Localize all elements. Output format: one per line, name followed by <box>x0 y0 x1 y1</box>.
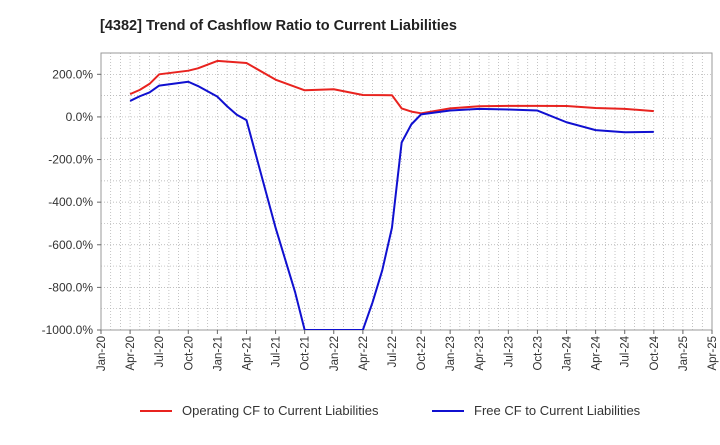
y-tick-label: 0.0% <box>66 110 94 124</box>
legend: Operating CF to Current Liabilities Free … <box>140 403 641 418</box>
y-tick-label: -600.0% <box>48 238 93 252</box>
series-lines <box>129 59 654 330</box>
x-tick-label: Apr-21 <box>241 336 253 371</box>
x-tick-label: Oct-24 <box>649 335 661 370</box>
y-tick-label: 200.0% <box>52 67 93 81</box>
x-tick-label: Jul-24 <box>620 335 632 367</box>
x-tick-label: Jan-21 <box>212 336 224 371</box>
y-tick-label: -1000.0% <box>42 323 94 337</box>
x-tick-label: Jan-22 <box>329 336 341 371</box>
chart-title: [4382] Trend of Cashflow Ratio to Curren… <box>100 18 457 34</box>
x-tick-label: Jul-22 <box>387 336 399 367</box>
x-tick-label: Oct-22 <box>416 336 428 371</box>
legend-item-operating-cf: Operating CF to Current Liabilities <box>140 403 379 418</box>
y-tick-label: -800.0% <box>48 280 93 294</box>
axes: 200.0% 0.0% -200.0% -400.0% -600.0% -800.0% -1… <box>42 67 719 371</box>
y-tick-label: -200.0% <box>48 153 93 167</box>
x-tick-label: Apr-20 <box>125 336 137 371</box>
operating-cf-series-line <box>129 59 654 115</box>
x-tick-label: Oct-23 <box>532 336 544 371</box>
x-tick-label: Jan-24 <box>562 335 574 371</box>
grid-lines <box>100 52 713 331</box>
legend-label: Operating CF to Current Liabilities <box>182 403 379 418</box>
x-tick-label: Jul-20 <box>154 336 166 367</box>
x-tick-label: Jan-20 <box>96 336 108 371</box>
y-tick-label: -400.0% <box>48 195 93 209</box>
x-tick-label: Oct-21 <box>300 336 312 371</box>
x-tick-label: Apr-24 <box>591 335 603 370</box>
x-tick-label: Jul-21 <box>271 336 283 367</box>
legend-label: Free CF to Current Liabilities <box>474 403 641 418</box>
legend-item-free-cf: Free CF to Current Liabilities <box>432 403 641 418</box>
x-tick-label: Apr-22 <box>358 336 370 371</box>
x-tick-label: Apr-25 <box>707 336 719 371</box>
x-tick-label: Oct-20 <box>183 336 195 371</box>
plot-area <box>100 52 713 331</box>
free-cf-series-line <box>129 80 654 330</box>
x-tick-label: Jul-23 <box>503 336 515 367</box>
x-tick-label: Jan-23 <box>445 336 457 371</box>
x-tick-label: Apr-23 <box>474 336 486 371</box>
x-tick-label: Jan-25 <box>678 336 690 371</box>
